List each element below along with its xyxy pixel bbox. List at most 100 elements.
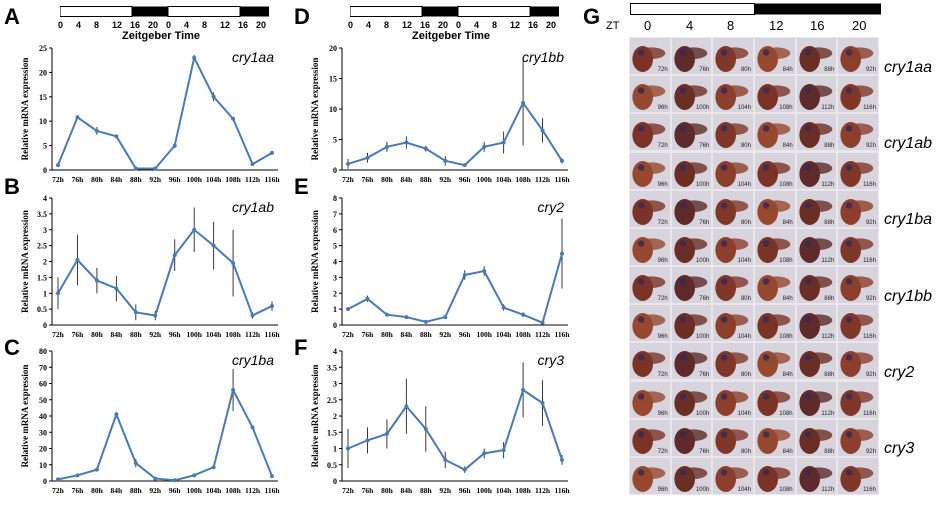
embryo-eye <box>679 240 687 247</box>
embryo-body <box>804 123 832 136</box>
embryo-shape <box>840 274 874 301</box>
zeitgeber-tick-label: 20 <box>256 20 267 30</box>
image-time-label: 88h <box>824 67 835 74</box>
y-tick-label: 3.5 <box>37 210 47 219</box>
x-tick-label: 96h <box>459 175 472 184</box>
image-time-label: 92h <box>865 67 876 74</box>
embryo-shape <box>840 427 874 454</box>
data-point <box>94 128 99 133</box>
embryo-shape <box>674 236 707 263</box>
x-tick-label: 100h <box>476 486 492 495</box>
embryo-body <box>679 429 707 441</box>
zeitgeber-tick-label: 16 <box>238 20 249 30</box>
image-time-label: 76h <box>699 67 710 74</box>
embryo-body <box>846 161 874 174</box>
embryo-eye <box>721 87 728 94</box>
x-tick-label: 112h <box>535 175 551 184</box>
image-time-label: 100h <box>695 257 710 264</box>
y-tick-label: 0 <box>43 166 47 175</box>
in-situ-image: 96h <box>630 76 670 113</box>
x-tick-label: 80h <box>91 175 104 184</box>
embryo-eye <box>762 469 770 476</box>
in-situ-image: 92h <box>838 267 878 304</box>
x-tick-label: 88h <box>130 330 143 339</box>
embryo-eye <box>762 354 770 362</box>
zeitgeber-tick-label: 0 <box>166 20 172 30</box>
image-time-label: 108h <box>779 257 793 264</box>
embryo-body <box>721 276 749 288</box>
embryo-shape <box>715 465 749 492</box>
zeitgeber-tick-label: 12 <box>402 20 413 30</box>
image-time-label: 104h <box>737 105 751 112</box>
zt-header-tick: 16 <box>810 18 825 33</box>
data-point <box>540 128 545 133</box>
y-tick-label: 15 <box>39 93 47 102</box>
image-time-label: 80h <box>740 143 751 150</box>
in-situ-image: 88h <box>796 343 837 380</box>
image-time-label: 104h <box>737 257 751 264</box>
x-tick-label: 84h <box>111 175 124 184</box>
embryo-shape <box>757 45 791 72</box>
x-tick-label: 76h <box>72 486 85 495</box>
data-point <box>192 473 197 478</box>
image-time-label: 72h <box>657 296 668 303</box>
y-tick-label: 5 <box>333 136 337 145</box>
zeitgeber-title: Zeitgeber Time <box>412 30 491 42</box>
embryo-shape <box>715 274 749 301</box>
in-situ-image: 80h <box>713 419 753 456</box>
image-time-label: 72h <box>657 372 668 379</box>
x-tick-label: 72h <box>52 330 65 339</box>
x-tick-label: 108h <box>225 486 241 495</box>
embryo-body <box>638 314 666 327</box>
panel-letter-d: D <box>294 4 310 29</box>
data-point <box>153 476 158 481</box>
zeitgeber-tick-label: 0 <box>58 20 64 30</box>
data-point <box>482 144 487 149</box>
in-situ-image: 80h <box>713 190 753 227</box>
embryo-body <box>679 238 707 250</box>
embryo-body <box>763 390 791 403</box>
x-tick-label: 72h <box>342 330 355 339</box>
image-time-label: 84h <box>782 67 793 74</box>
image-time-label: 112h <box>821 334 835 341</box>
zeitgeber-tick-label: 20 <box>438 20 449 30</box>
embryo-eye <box>679 125 687 133</box>
image-time-label: 116h <box>863 334 876 341</box>
panel-letter-c: C <box>4 335 20 360</box>
in-situ-image: 76h <box>671 190 712 227</box>
x-tick-label: 104h <box>206 330 222 339</box>
x-tick-label: 80h <box>91 330 104 339</box>
x-tick-label: 84h <box>401 486 414 495</box>
in-situ-image: 100h <box>671 76 712 113</box>
zeitgeber-tick-label: 8 <box>492 20 498 30</box>
embryo-eye <box>637 354 645 362</box>
x-tick-label: 76h <box>362 175 375 184</box>
chart-svg: 0 0.5 1 1.5 2 2.5 3 3.5 4 72h 76h 80h 84h 88h 92h 96h 10… <box>310 347 570 495</box>
in-situ-image: 112h <box>796 152 837 189</box>
embryo-body <box>804 47 832 59</box>
in-situ-image: 84h <box>755 343 795 380</box>
embryo-shape <box>799 84 832 111</box>
x-tick-label: 108h <box>515 175 531 184</box>
embryo-shape <box>840 198 874 225</box>
ish-light-dark-bar <box>630 3 881 15</box>
embryo-shape <box>632 427 666 454</box>
in-situ-image: 96h <box>630 305 670 342</box>
x-tick-label: 108h <box>225 330 241 339</box>
embryo-shape <box>632 45 666 72</box>
embryo-eye <box>679 469 687 476</box>
zeitgeber-tick-label: 0 <box>348 20 354 30</box>
image-time-label: 72h <box>657 448 668 455</box>
embryo-body <box>721 352 749 365</box>
embryo-shape <box>715 198 749 225</box>
embryo-eye <box>846 354 853 362</box>
embryo-body <box>846 238 874 250</box>
image-time-label: 116h <box>863 105 876 112</box>
data-point <box>231 116 236 121</box>
embryo-shape <box>632 84 666 111</box>
embryo-eye <box>804 430 812 438</box>
in-situ-image: 112h <box>796 457 837 494</box>
embryo-eye <box>637 240 645 247</box>
embryo-body <box>804 161 832 174</box>
x-tick-label: 88h <box>420 175 433 184</box>
